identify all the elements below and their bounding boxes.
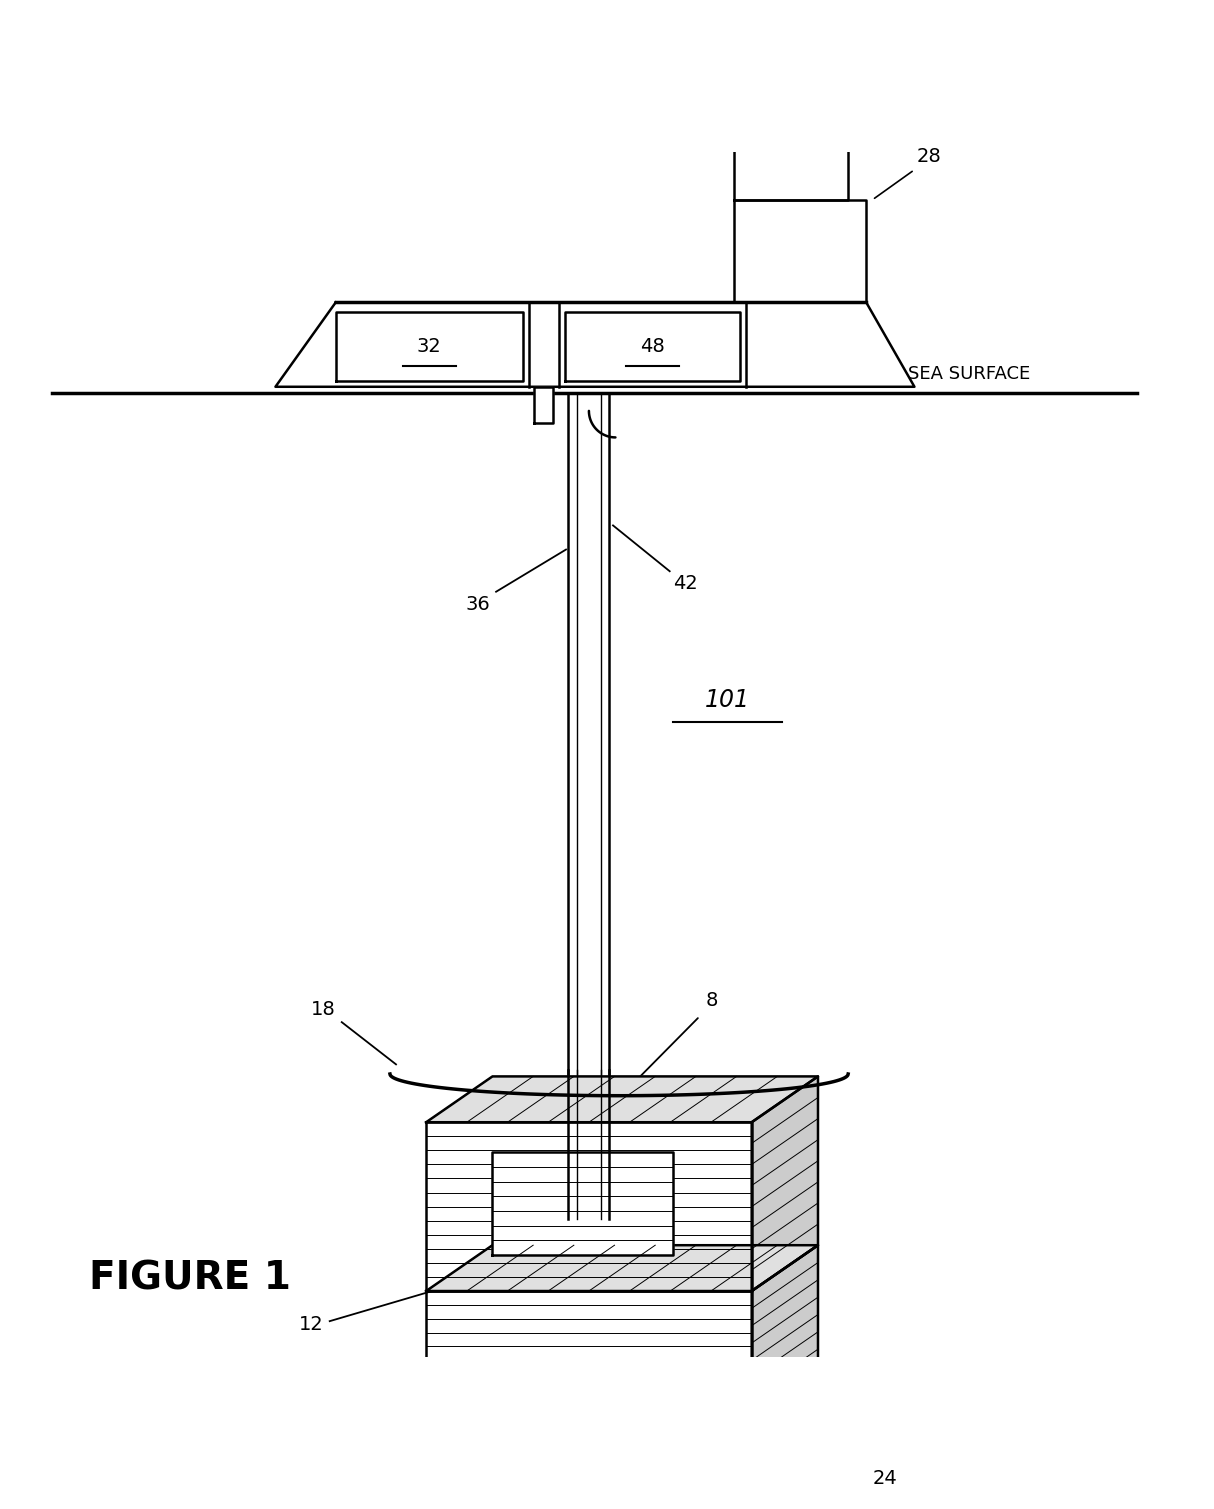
Text: SEA SURFACE: SEA SURFACE — [908, 365, 1031, 383]
Text: 28: 28 — [917, 148, 942, 166]
Polygon shape — [733, 199, 867, 302]
Text: 101: 101 — [705, 688, 750, 712]
Text: 8: 8 — [705, 991, 719, 1010]
Text: 24: 24 — [872, 1470, 897, 1488]
Polygon shape — [276, 302, 914, 386]
Polygon shape — [733, 146, 849, 199]
Text: 42: 42 — [674, 573, 698, 593]
Text: 48: 48 — [640, 337, 664, 356]
Text: 12: 12 — [299, 1316, 324, 1334]
Text: 36: 36 — [465, 596, 490, 614]
Polygon shape — [534, 386, 554, 423]
Polygon shape — [426, 1245, 818, 1292]
Polygon shape — [426, 1123, 751, 1292]
Polygon shape — [493, 1153, 674, 1255]
Polygon shape — [336, 312, 522, 380]
Polygon shape — [426, 1076, 818, 1123]
Text: 18: 18 — [311, 999, 336, 1019]
Polygon shape — [426, 1292, 751, 1429]
Polygon shape — [751, 1245, 818, 1429]
Text: 32: 32 — [416, 337, 442, 356]
Polygon shape — [751, 1076, 818, 1292]
Polygon shape — [565, 312, 739, 380]
Text: FIGURE 1: FIGURE 1 — [89, 1259, 290, 1298]
